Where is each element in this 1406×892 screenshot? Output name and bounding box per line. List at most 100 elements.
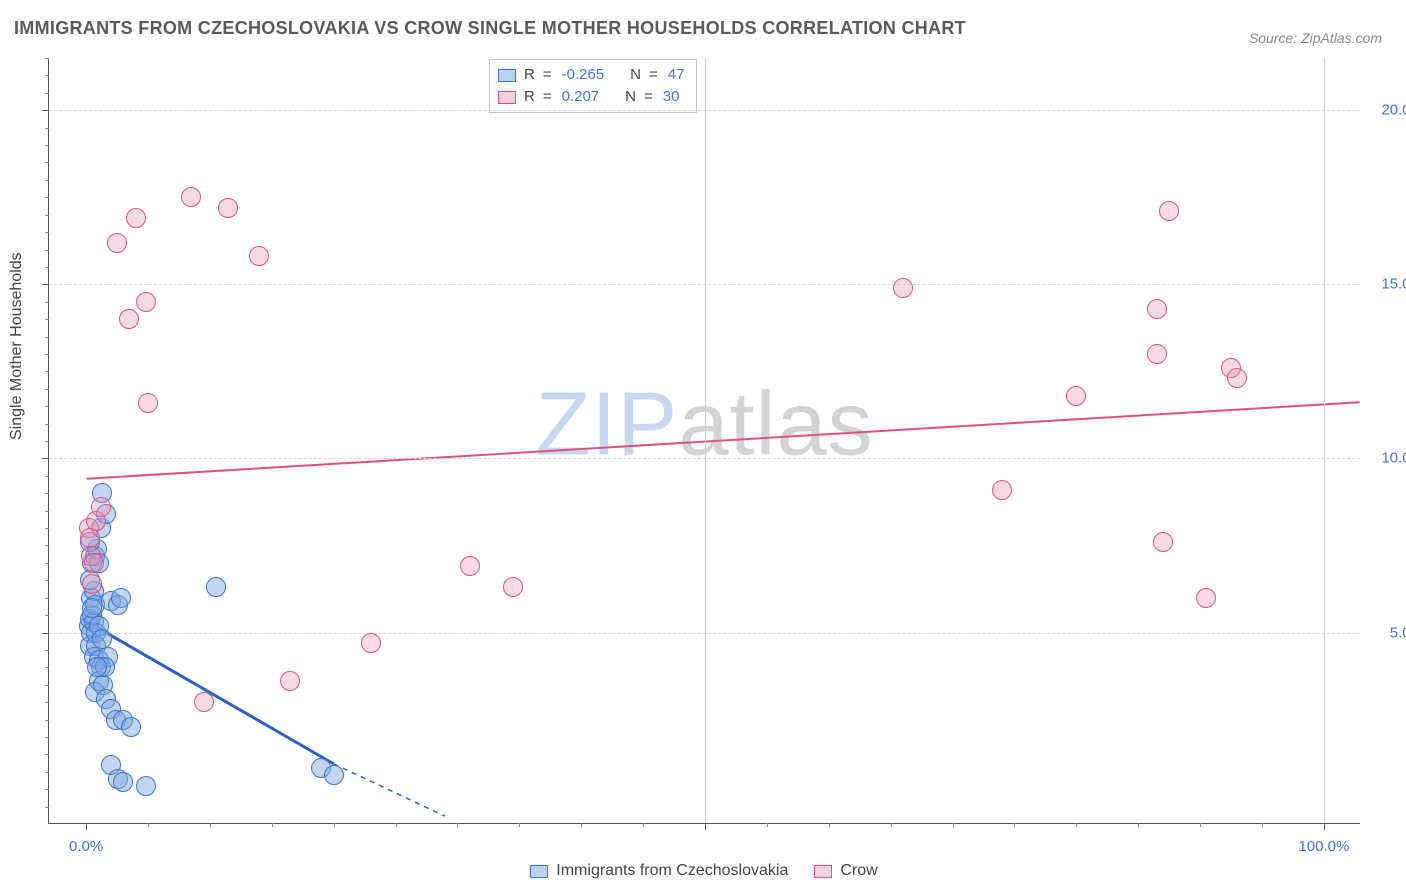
gridline-v: [1324, 58, 1325, 823]
swatch-blue: [498, 69, 516, 82]
ytick-minor: [45, 720, 49, 721]
scatter-point-pink: [181, 187, 201, 207]
ytick-minor: [45, 58, 49, 59]
ytick-label: 15.0%: [1368, 276, 1406, 293]
scatter-point-pink: [126, 208, 146, 228]
eq-sign: =: [649, 64, 658, 86]
scatter-point-pink: [1147, 344, 1167, 364]
ytick-minor: [45, 406, 49, 407]
ytick-minor: [45, 545, 49, 546]
xtick-minor: [148, 823, 149, 827]
ytick-major: [42, 633, 49, 634]
gridline-v: [705, 58, 706, 823]
scatter-point-pink: [84, 553, 104, 573]
ytick-major: [42, 110, 49, 111]
ytick-major: [42, 458, 49, 459]
xtick-label: 0.0%: [69, 838, 103, 855]
swatch-pink: [498, 91, 516, 104]
scatter-point-pink: [503, 577, 523, 597]
r-label: R: [524, 64, 535, 86]
ytick-minor: [45, 772, 49, 773]
ytick-minor: [45, 162, 49, 163]
scatter-point-pink: [992, 480, 1012, 500]
swatch-pink: [814, 865, 832, 878]
ytick-minor: [45, 389, 49, 390]
source-attribution: Source: ZipAtlas.com: [1249, 30, 1382, 46]
footer-legend-item-pink: Crow: [814, 862, 877, 880]
ytick-minor: [45, 337, 49, 338]
xtick-minor: [1200, 823, 1201, 827]
swatch-blue: [530, 865, 548, 878]
ytick-minor: [45, 302, 49, 303]
ytick-minor: [45, 615, 49, 616]
scatter-point-pink: [893, 278, 913, 298]
scatter-point-pink: [361, 633, 381, 653]
xtick-minor: [457, 823, 458, 827]
xtick-minor: [334, 823, 335, 827]
correlation-legend: R = -0.265 N = 47 R = 0.207 N = 30: [489, 59, 697, 113]
ytick-minor: [45, 528, 49, 529]
ytick-minor: [45, 650, 49, 651]
scatter-point-pink: [1159, 201, 1179, 221]
xtick-minor: [953, 823, 954, 827]
footer-legend: Immigrants from Czechoslovakia Crow: [48, 862, 1360, 880]
ytick-minor: [45, 563, 49, 564]
scatter-point-pink: [218, 198, 238, 218]
scatter-point-blue: [324, 765, 344, 785]
series1-label: Immigrants from Czechoslovakia: [556, 862, 788, 880]
ytick-label: 20.0%: [1368, 102, 1406, 119]
eq-sign: =: [543, 64, 552, 86]
r-value-blue: -0.265: [562, 64, 605, 86]
scatter-point-pink: [82, 574, 102, 594]
ytick-minor: [45, 580, 49, 581]
xtick-minor: [891, 823, 892, 827]
ytick-minor: [45, 197, 49, 198]
xtick-major: [1324, 823, 1325, 830]
scatter-point-blue: [136, 776, 156, 796]
scatter-point-pink: [1147, 299, 1167, 319]
ytick-minor: [45, 702, 49, 703]
ytick-minor: [45, 319, 49, 320]
ytick-label: 10.0%: [1368, 450, 1406, 467]
ytick-minor: [45, 667, 49, 668]
scatter-point-pink: [194, 692, 214, 712]
ytick-minor: [45, 476, 49, 477]
xtick-minor: [519, 823, 520, 827]
ytick-minor: [45, 250, 49, 251]
scatter-point-pink: [460, 556, 480, 576]
scatter-point-pink: [107, 233, 127, 253]
xtick-minor: [581, 823, 582, 827]
scatter-point-pink: [249, 246, 269, 266]
eq-sign: =: [644, 86, 653, 108]
ytick-minor: [45, 267, 49, 268]
xtick-minor: [1262, 823, 1263, 827]
xtick-minor: [272, 823, 273, 827]
ytick-minor: [45, 493, 49, 494]
page-title: IMMIGRANTS FROM CZECHOSLOVAKIA VS CROW S…: [14, 18, 966, 39]
r-label: R: [524, 86, 535, 108]
r-value-pink: 0.207: [562, 86, 600, 108]
scatter-point-blue: [113, 772, 133, 792]
xtick-minor: [643, 823, 644, 827]
scatter-point-pink: [1227, 368, 1247, 388]
xtick-minor: [1076, 823, 1077, 827]
xtick-minor: [1014, 823, 1015, 827]
ytick-minor: [45, 145, 49, 146]
scatter-point-pink: [1153, 532, 1173, 552]
y-axis-label: Single Mother Households: [8, 252, 26, 440]
scatter-point-pink: [136, 292, 156, 312]
scatter-point-blue: [206, 577, 226, 597]
ytick-minor: [45, 424, 49, 425]
n-label: N: [625, 86, 636, 108]
scatter-point-pink: [119, 309, 139, 329]
ytick-minor: [45, 128, 49, 129]
n-label: N: [630, 64, 641, 86]
scatter-point-pink: [280, 671, 300, 691]
scatter-point-blue: [87, 657, 107, 677]
xtick-minor: [396, 823, 397, 827]
scatter-point-blue: [111, 588, 131, 608]
ytick-minor: [45, 180, 49, 181]
eq-sign: =: [543, 86, 552, 108]
ytick-minor: [45, 354, 49, 355]
scatter-point-pink: [138, 393, 158, 413]
